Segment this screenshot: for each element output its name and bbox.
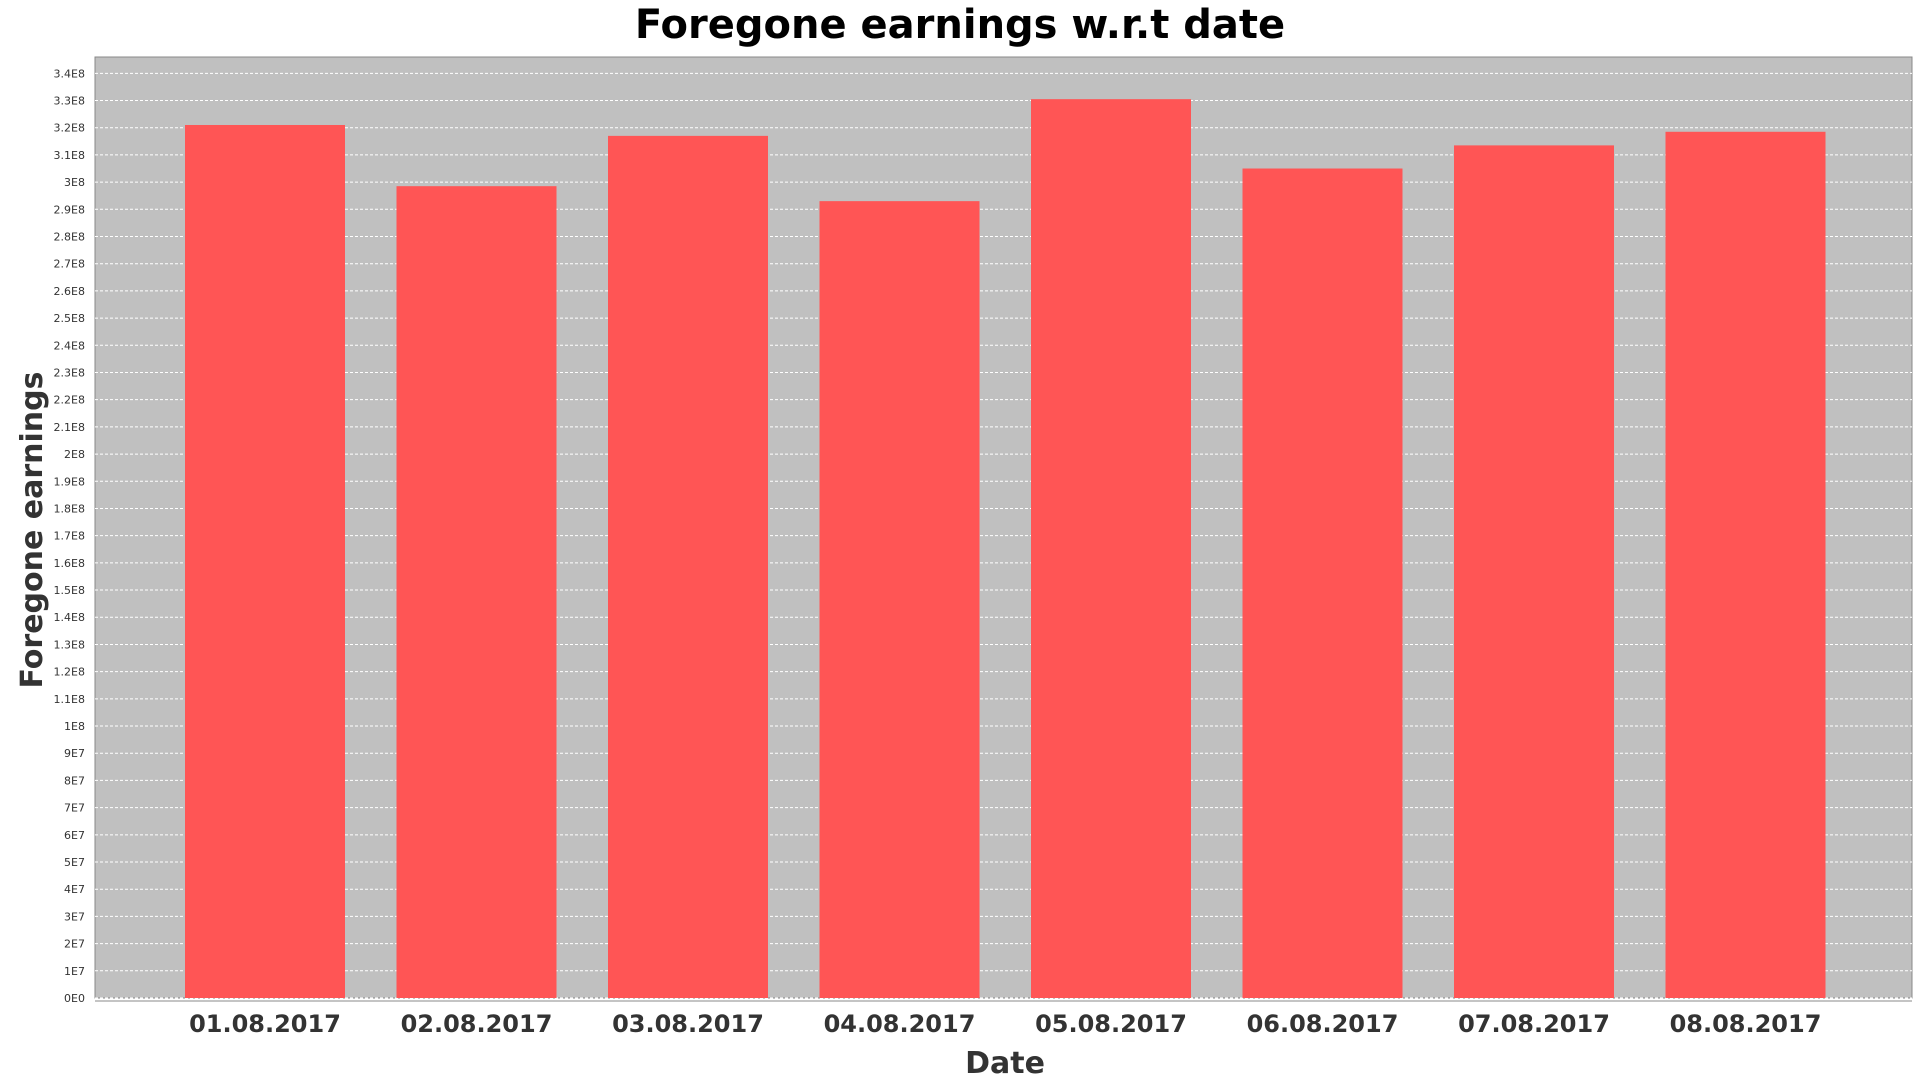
y-tick-label: 3.3E8: [54, 95, 85, 108]
chart-title: Foregone earnings w.r.t date: [634, 2, 1286, 48]
bar: [185, 124, 345, 998]
y-tick-label: 1.9E8: [54, 475, 85, 488]
bar: [1242, 168, 1403, 998]
y-tick-label: 2.8E8: [54, 230, 85, 243]
x-tick-label: 07.08.2017: [1458, 1010, 1610, 1038]
bar: [1031, 99, 1191, 999]
y-tick-label: 0E0: [64, 992, 85, 1005]
y-tick-label: 1.3E8: [54, 638, 85, 651]
y-tick-label: 2.3E8: [54, 366, 85, 379]
x-tick-label: 03.08.2017: [612, 1010, 764, 1038]
bar: [819, 201, 980, 999]
y-tick-label: 1.5E8: [54, 584, 85, 597]
bars: [185, 99, 1826, 999]
x-tick-label: 08.08.2017: [1670, 1010, 1822, 1038]
y-tick-label: 1.6E8: [54, 557, 85, 570]
x-axis-label: Date: [965, 1046, 1045, 1080]
y-tick-label: 1E8: [64, 720, 85, 733]
y-tick-label: 2.7E8: [54, 258, 85, 271]
y-tick-label: 8E7: [64, 774, 85, 787]
y-tick-label: 7E7: [64, 802, 85, 815]
y-axis-label: Foregone earnings: [15, 372, 50, 689]
x-tick-label: 02.08.2017: [401, 1010, 553, 1038]
x-axis-ticks: 01.08.2017 02.08.2017 03.08.2017 04.08.2017…: [189, 1010, 1821, 1038]
y-tick-label: 2.1E8: [54, 421, 85, 434]
y-tick-label: 3E8: [64, 176, 85, 189]
bar: [1454, 145, 1614, 998]
y-tick-label: 2.6E8: [54, 285, 85, 298]
y-tick-label: 1E7: [64, 965, 85, 978]
plot-area: [94, 56, 1913, 999]
y-tick-label: 1.1E8: [54, 693, 85, 706]
y-tick-label: 2.2E8: [54, 394, 85, 407]
y-axis-ticks: 0E0 1E7 2E7 3E7 4E7 5E7 6E7 7E7 8E7 9E7 1E8 1.1E8 1.…: [54, 67, 85, 1005]
bar: [608, 135, 768, 999]
y-tick-label: 5E7: [64, 856, 85, 869]
y-tick-label: 3.2E8: [54, 122, 85, 135]
bar: [396, 186, 557, 998]
x-tick-label: 01.08.2017: [189, 1010, 341, 1038]
y-tick-label: 2.9E8: [54, 203, 85, 216]
bar: [1665, 131, 1826, 998]
y-tick-label: 2E8: [64, 448, 85, 461]
y-tick-label: 6E7: [64, 829, 85, 842]
y-tick-label: 4E7: [64, 883, 85, 896]
y-tick-label: 2.5E8: [54, 312, 85, 325]
x-tick-label: 05.08.2017: [1035, 1010, 1187, 1038]
y-tick-label: 1.2E8: [54, 666, 85, 679]
y-tick-label: 1.7E8: [54, 530, 85, 543]
y-tick-label: 1.4E8: [54, 611, 85, 624]
y-tick-label: 9E7: [64, 747, 85, 760]
y-tick-label: 1.8E8: [54, 502, 85, 515]
x-tick-label: 06.08.2017: [1247, 1010, 1399, 1038]
y-tick-label: 3.1E8: [54, 149, 85, 162]
x-tick-label: 04.08.2017: [824, 1010, 976, 1038]
y-tick-label: 3E7: [64, 910, 85, 923]
y-tick-label: 3.4E8: [54, 67, 85, 80]
y-tick-label: 2.4E8: [54, 339, 85, 352]
y-tick-label: 2E7: [64, 938, 85, 951]
